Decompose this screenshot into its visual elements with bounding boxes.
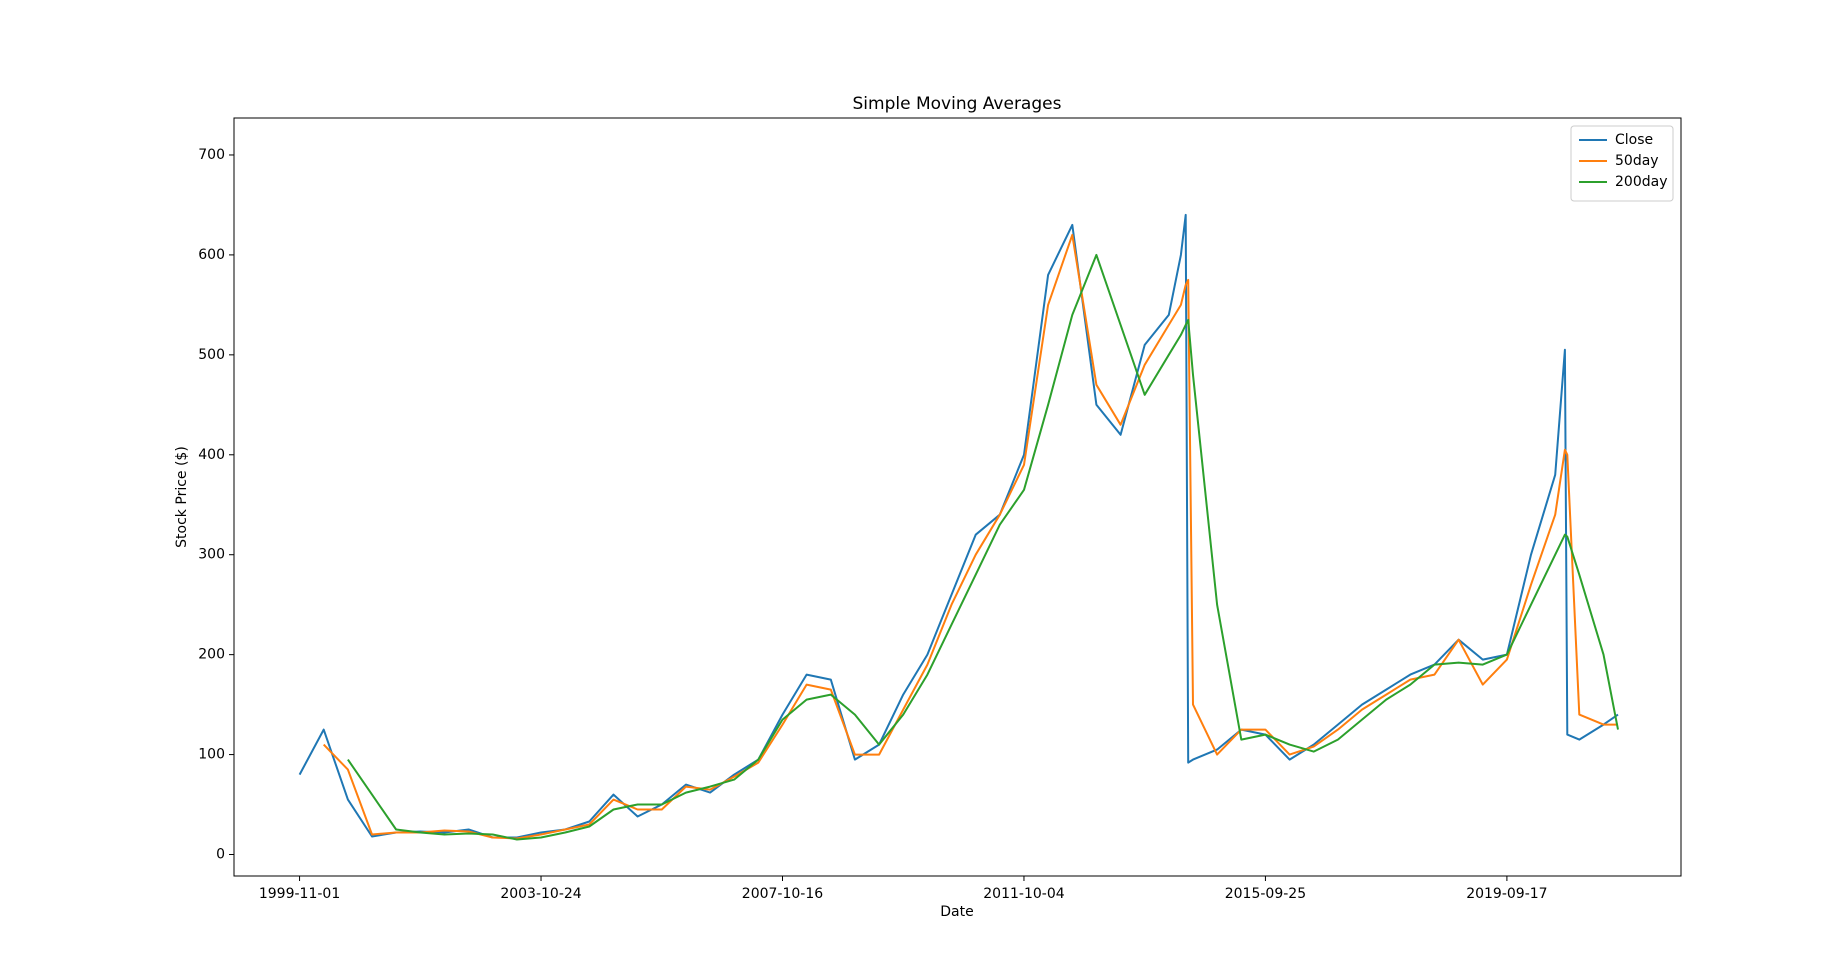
- plot-frame: [233, 117, 1682, 877]
- series-line: [347, 253, 1619, 841]
- x-tick-label: 2015-09-25: [1225, 886, 1306, 902]
- x-axis-label: Date: [940, 904, 973, 920]
- y-tick-label: 400: [198, 447, 225, 463]
- y-tick-label: 0: [216, 847, 225, 863]
- y-tick-label: 600: [198, 247, 225, 263]
- x-tick-label: 1999-11-01: [259, 886, 340, 902]
- chart-title: Simple Moving Averages: [853, 94, 1062, 114]
- legend-label: Close: [1615, 132, 1653, 148]
- series-line: [322, 233, 1618, 840]
- y-tick-label: 300: [198, 547, 225, 563]
- x-tick-label: 2011-10-04: [983, 886, 1064, 902]
- series-line: [298, 213, 1619, 839]
- x-tick-label: 2019-09-17: [1466, 886, 1547, 902]
- y-tick-label: 100: [198, 747, 225, 763]
- x-tick-label: 2003-10-24: [500, 886, 581, 902]
- y-tick-label: 700: [198, 147, 225, 163]
- y-axis-label: Stock Price ($): [174, 446, 190, 548]
- y-tick-label: 500: [198, 347, 225, 363]
- legend-label: 50day: [1615, 153, 1659, 169]
- x-tick-label: 2007-10-16: [742, 886, 823, 902]
- legend-label: 200day: [1615, 174, 1667, 190]
- y-tick-label: 200: [198, 647, 225, 663]
